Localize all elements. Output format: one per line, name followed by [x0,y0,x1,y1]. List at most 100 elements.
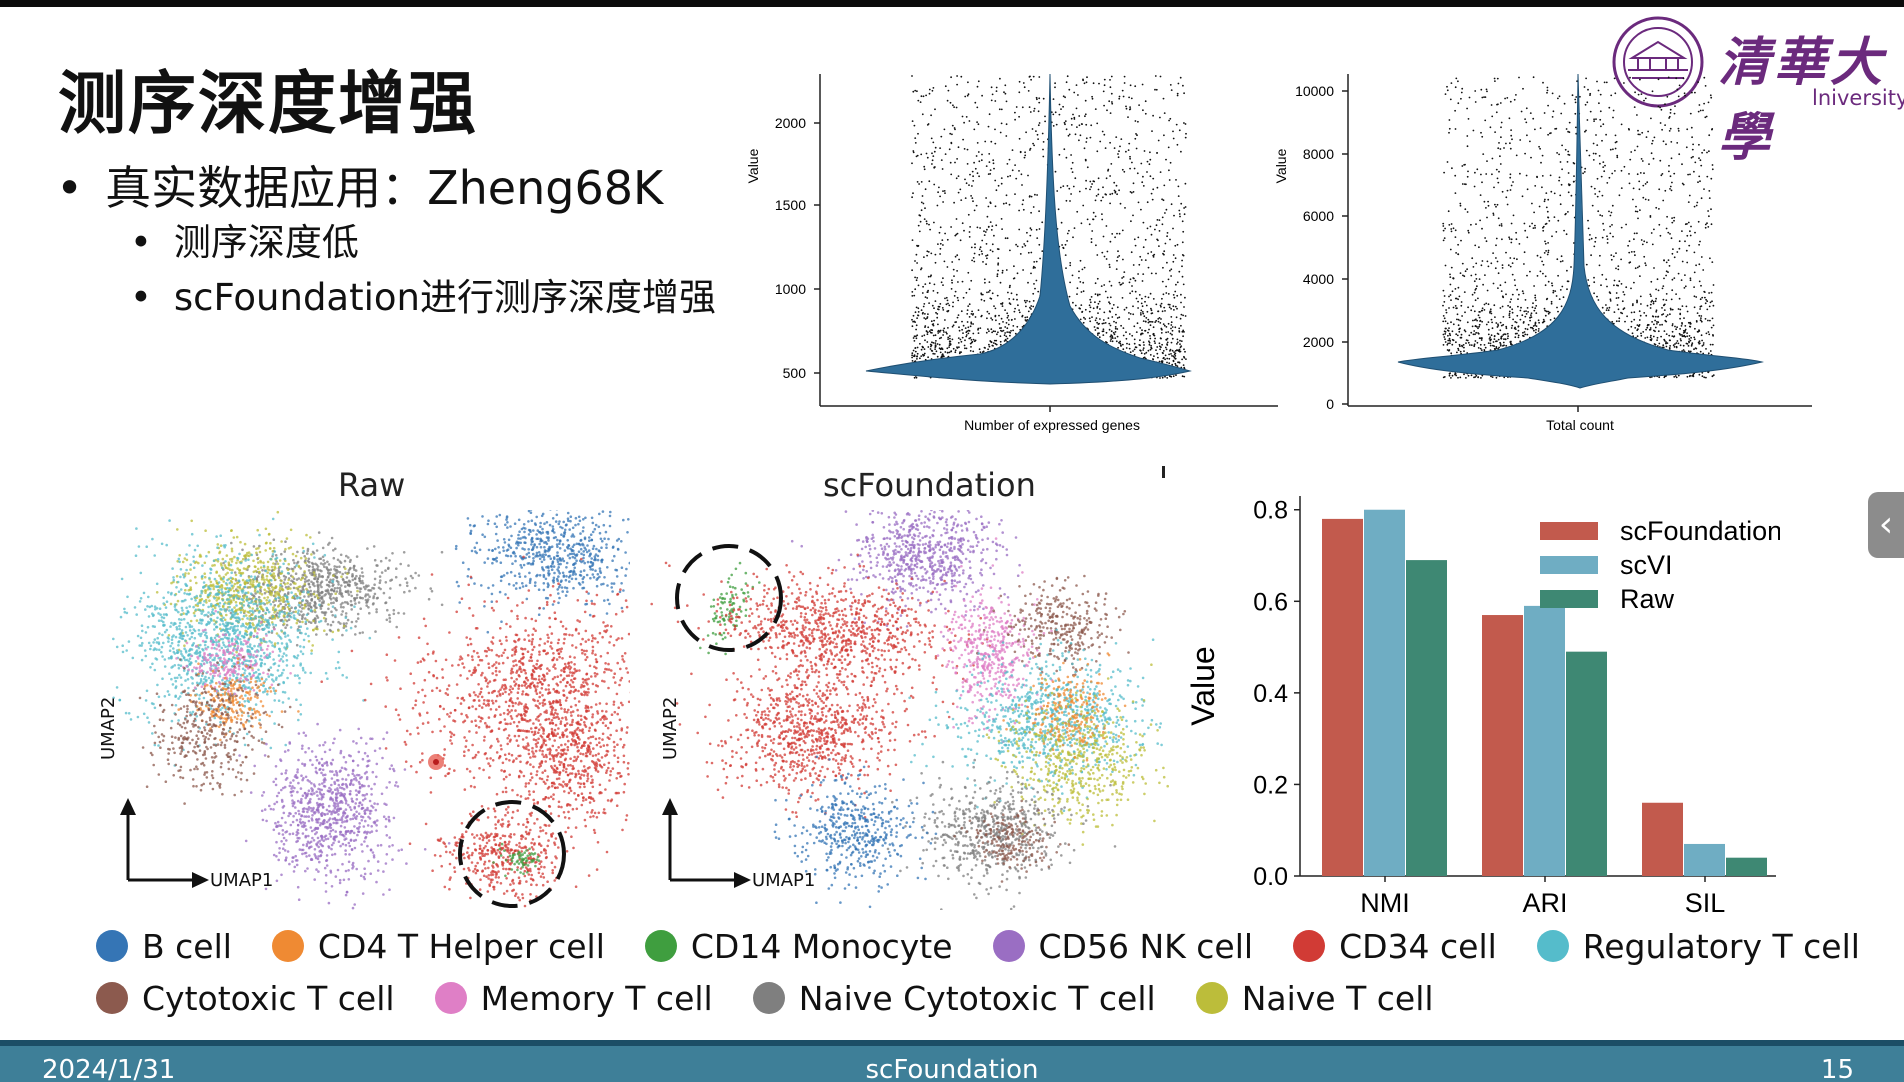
university-logo-text: 清華大學 [1718,32,1887,168]
legend-item: CD56 NK cell [992,926,1254,966]
violin-ytick-marks [814,122,1051,412]
violin-plot-genes: 500 1000 1500 2000 Value Number of expre… [745,73,1278,433]
cell-type-legend: B cell CD4 T Helper cell CD14 Monocyte CD56… [96,920,1876,1024]
footer-date: 2024/1/31 [42,1055,176,1082]
violin-shape [865,73,1192,385]
bar-legend-swatch [1540,590,1598,608]
violin-ytick-label: 1500 [775,197,806,213]
umap-raw [112,510,630,910]
legend-dot-icon [96,930,128,962]
bullet-dot: • [130,221,152,264]
violin-ylabel: Value [745,148,761,183]
violin-ytick-label: 2000 [1303,334,1334,350]
bar-bars [1322,509,1767,876]
violin-ytick-label: 8000 [1303,146,1334,162]
violin-ytick-label: 0 [1326,396,1334,412]
legend-dot-icon [96,982,128,1014]
legend-dot-icon [752,982,785,1014]
legend-item: CD14 Monocyte [644,927,953,966]
bar-xtick-label: ARI [1522,888,1567,918]
bar-chart-metrics: 0.0 0.2 0.4 0.6 0.8 NMI ARI SIL Value scFounda… [1185,496,1780,918]
violin-ylabel: Value [1273,148,1289,183]
legend-item: Naive Cytotoxic T cell [752,978,1156,1018]
bar-legend-label: scFoundation [1620,516,1780,546]
bullet-text: scFoundation进行测序深度增强 [173,276,716,319]
bullet-level2: • scFoundation进行测序深度增强 [130,267,716,321]
umap-points [112,510,630,910]
legend-dot-icon [434,982,467,1014]
bullet-text: 测序深度低 [173,221,359,264]
legend-label: B cell [142,926,232,966]
slide-title: 测序深度增强 [58,65,479,144]
violin-plot-total-count: 0 2000 4000 6000 8000 10000 Value Total … [1273,73,1812,433]
bar-legend-label: Raw [1620,584,1675,614]
bar-yticks: 0.0 0.2 0.4 0.6 0.8 [1253,497,1300,891]
bar-ylabel: Value [1185,646,1221,725]
bar-nmi-raw [1406,560,1447,876]
bar-ari-scvi [1524,605,1565,876]
bar-legend: scFoundation scVI Raw [1540,516,1780,614]
legend-row: B cell CD4 T Helper cell CD14 Monocyte CD56… [96,920,1876,972]
umap-points [650,510,1169,910]
legend-label: CD34 cell [1339,926,1497,966]
bar-nmi-scvi [1364,509,1405,876]
footer-page-number: 15 [1820,1055,1854,1082]
bar-ytick-label: 0.4 [1253,680,1288,708]
violin-xlabel: Number of expressed genes [964,417,1140,433]
bullet-dot: • [130,276,152,319]
bar-ytick-label: 0.8 [1253,497,1288,525]
footer: 2024/1/31 scFoundation 15 [0,1046,1904,1082]
violin-ytick-label: 2000 [775,115,806,131]
bar-sil-raw [1726,857,1767,876]
violin-ytick-label: 1000 [775,281,806,297]
legend-item: CD4 T Helper cell [271,926,605,966]
bar-sil-scvi [1684,843,1725,876]
bar-xticks: NMI ARI SIL [1360,876,1725,918]
bar-ari-scfoundation [1482,615,1523,876]
bar-nmi-scfoundation [1322,518,1363,876]
bar-legend-label: scVI [1620,550,1673,580]
legend-dot-icon [1536,930,1569,962]
chevron-left-icon[interactable]: ‹ [1868,492,1904,558]
stray-tick-mark [1162,466,1165,478]
bar-legend-swatch [1540,522,1598,540]
top-bar [0,0,1904,7]
bullet-text: 真实数据应用：Zheng68K [105,161,664,215]
umap-scfoundation [650,510,1169,910]
violin-ytick-label: 500 [783,365,807,381]
bullet-level1: • 真实数据应用：Zheng68K [56,152,663,218]
bar-xtick-label: SIL [1685,888,1726,918]
highlight-circle [675,544,783,652]
umap-axes-arrows [120,798,209,888]
violin-shape [1397,73,1764,389]
bullet-level2: • 测序深度低 [130,212,359,266]
bar-ytick-label: 0.0 [1253,863,1288,891]
legend-dot-icon [992,930,1025,962]
legend-label: CD56 NK cell [1038,926,1254,966]
violin-ytick-label: 10000 [1295,83,1334,99]
umap-xaxis-label: UMAP1 [210,870,274,891]
university-logo-sub: lniversity [1812,86,1904,110]
umap-axes-arrows [662,798,751,888]
violin-ytick-label: 4000 [1303,271,1334,287]
legend-label: Cytotoxic T cell [142,978,395,1018]
highlight-circle [458,800,566,908]
violin-xlabel: Total count [1546,417,1614,433]
bar-xtick-label: NMI [1360,888,1410,918]
legend-label: CD4 T Helper cell [317,926,605,966]
bar-ytick-label: 0.6 [1253,588,1288,616]
cursor-pointer-center [433,759,439,765]
legend-label: Naive Cytotoxic T cell [798,978,1156,1018]
legend-label: Regulatory T cell [1582,926,1860,966]
legend-label: Memory T cell [480,978,713,1018]
violin-ytick-label: 6000 [1303,208,1334,224]
footer-divider [0,1040,1904,1046]
legend-item: Regulatory T cell [1536,926,1860,966]
bar-sil-scfoundation [1642,802,1683,876]
bar-ytick-label: 0.2 [1253,771,1288,799]
legend-row: Cytotoxic T cell Memory T cell Naive Cytot… [96,972,1876,1024]
legend-item: CD34 cell [1293,927,1497,966]
legend-item: B cell [96,927,232,966]
legend-dot-icon [271,930,304,962]
